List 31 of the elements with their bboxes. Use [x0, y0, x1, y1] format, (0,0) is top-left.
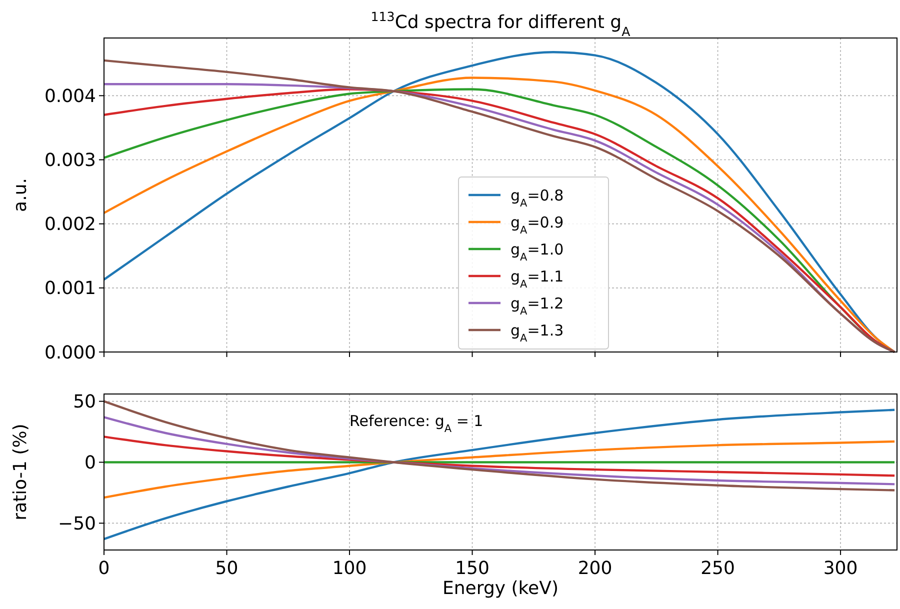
y-tick-label: 0.001 [44, 278, 96, 300]
x-tick-label: 300 [823, 558, 858, 579]
x-axis-title: Energy (keV) [442, 578, 558, 599]
x-tick-label: 150 [455, 558, 490, 579]
line-series [102, 400, 896, 492]
y-tick-label: 0.002 [44, 214, 96, 236]
y-tick-label: 0.003 [44, 150, 96, 172]
legend-label: g$_{A}$=0.9 [510, 213, 564, 236]
y-tick-label: 50 [73, 392, 96, 413]
legend-label: g$_{A}$=1.2 [510, 294, 564, 318]
y-tick-label: 0.000 [44, 342, 96, 364]
line-series [102, 436, 896, 477]
legend-label: g$_{A}$=1.3 [510, 321, 564, 344]
line-series [102, 408, 896, 540]
y-tick-label: −50 [58, 513, 96, 534]
line-series [102, 416, 896, 486]
annotation: Reference: g$_{A}$ = 1 [350, 412, 484, 435]
line-series [102, 440, 896, 499]
x-tick-label: 200 [578, 558, 612, 579]
y-axis-title: ratio-1 (%) [10, 424, 31, 520]
legend-label: g$_{A}$=1.1 [510, 267, 564, 290]
legend-label: g$_{A}$=1.0 [510, 240, 564, 264]
y-tick-label: 0.004 [44, 86, 96, 107]
x-tick-label: 250 [700, 558, 735, 579]
chart-title: $^{113}$Cd spectra for different g$_{A}$ [370, 8, 631, 38]
y-axis-title: a.u. [10, 178, 31, 212]
legend-label: g$_{A}$=0.8 [510, 186, 564, 210]
x-tick-label: 0 [98, 558, 110, 579]
x-tick-label: 50 [215, 558, 238, 579]
x-tick-label: 100 [332, 558, 367, 579]
y-tick-label: 0 [84, 452, 96, 474]
